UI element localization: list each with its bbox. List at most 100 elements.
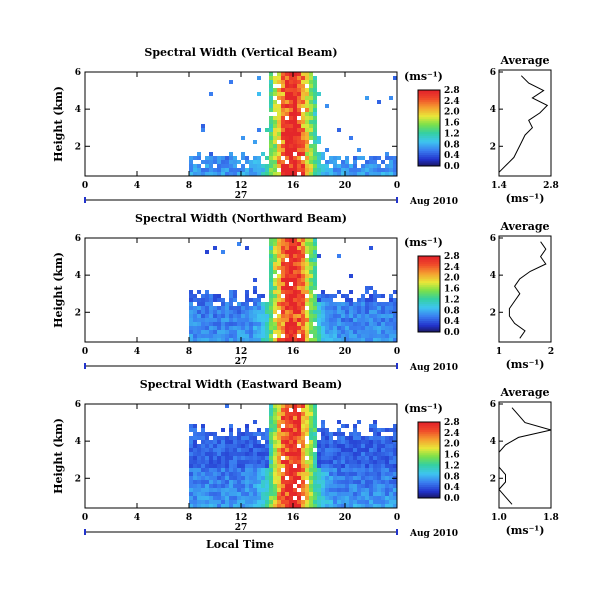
heatmap-cell bbox=[281, 476, 285, 480]
heatmap-cell bbox=[293, 420, 297, 424]
heatmap-cell bbox=[309, 412, 313, 416]
heatmap-cell bbox=[357, 338, 361, 342]
heatmap-cell bbox=[277, 416, 281, 420]
heatmap-cell bbox=[245, 314, 249, 318]
heatmap-cell bbox=[225, 452, 229, 456]
heatmap-cell bbox=[209, 322, 213, 326]
heatmap-cell bbox=[269, 242, 273, 246]
colorbar-segment bbox=[418, 309, 440, 312]
heatmap-cell bbox=[285, 338, 289, 342]
heatmap-cell bbox=[257, 476, 261, 480]
heatmap-cell bbox=[361, 156, 365, 160]
heatmap-cell bbox=[329, 326, 333, 330]
heatmap-cell bbox=[197, 318, 201, 322]
heatmap-cell bbox=[305, 148, 309, 152]
heatmap-cell bbox=[209, 476, 213, 480]
heatmap-cell bbox=[357, 298, 361, 302]
heatmap-cell bbox=[241, 492, 245, 496]
heatmap-cell bbox=[221, 488, 225, 492]
heatmap-cell bbox=[373, 318, 377, 322]
heatmap-cell bbox=[293, 282, 297, 286]
heatmap-cell bbox=[209, 456, 213, 460]
y-tick-label: 6 bbox=[75, 68, 81, 78]
heatmap-cell bbox=[305, 290, 309, 294]
heatmap-cell bbox=[309, 500, 313, 504]
heatmap-cell bbox=[305, 270, 309, 274]
heatmap-cell bbox=[317, 294, 321, 298]
heatmap-cell bbox=[309, 492, 313, 496]
heatmap-cell bbox=[309, 298, 313, 302]
heatmap-cell bbox=[277, 128, 281, 132]
heatmap-cell bbox=[285, 436, 289, 440]
heatmap-cell bbox=[345, 488, 349, 492]
heatmap-cell bbox=[217, 306, 221, 310]
heatmap-cell bbox=[301, 294, 305, 298]
heatmap-cell bbox=[345, 504, 349, 508]
heatmap-cell bbox=[349, 440, 353, 444]
colorbar-segment bbox=[418, 479, 440, 482]
heatmap-cell bbox=[345, 322, 349, 326]
heatmap-cell bbox=[249, 318, 253, 322]
heatmap-cell bbox=[385, 338, 389, 342]
heatmap-cell bbox=[393, 306, 397, 310]
heatmap-cell bbox=[209, 172, 213, 176]
heatmap-cell bbox=[289, 156, 293, 160]
heatmap-cell bbox=[365, 326, 369, 330]
heatmap-cell bbox=[361, 330, 365, 334]
heatmap-cell bbox=[217, 480, 221, 484]
heatmap-cell bbox=[269, 76, 273, 80]
heatmap-cell bbox=[221, 492, 225, 496]
heatmap-cell bbox=[305, 322, 309, 326]
colorbar-segment bbox=[418, 150, 440, 154]
heatmap-cell bbox=[281, 460, 285, 464]
heatmap-cell bbox=[305, 100, 309, 104]
heatmap-cell bbox=[269, 108, 273, 112]
heatmap-cell bbox=[305, 132, 309, 136]
y-tick-label: 2 bbox=[75, 474, 81, 484]
heatmap-cell bbox=[209, 160, 213, 164]
heatmap-cell bbox=[337, 164, 341, 168]
colorbar-segment bbox=[418, 286, 440, 289]
heatmap-cell bbox=[229, 428, 233, 432]
heatmap-cell bbox=[353, 432, 357, 436]
heatmap-cell bbox=[301, 444, 305, 448]
heatmap-cell bbox=[301, 164, 305, 168]
heatmap-cell bbox=[217, 448, 221, 452]
heatmap-cell bbox=[249, 476, 253, 480]
heatmap-cell bbox=[313, 124, 317, 128]
heatmap-cell bbox=[317, 452, 321, 456]
heatmap-cell bbox=[285, 492, 289, 496]
colorbar-segment bbox=[418, 446, 440, 449]
heatmap-cell bbox=[225, 484, 229, 488]
average-frame bbox=[498, 235, 552, 343]
heatmap-cell bbox=[241, 444, 245, 448]
heatmap-cell bbox=[245, 480, 249, 484]
heatmap-cell bbox=[289, 72, 293, 76]
heatmap-cell bbox=[221, 468, 225, 472]
heatmap-cell bbox=[317, 460, 321, 464]
heatmap-cell bbox=[257, 444, 261, 448]
heatmap-cell bbox=[281, 428, 285, 432]
heatmap-cell bbox=[385, 436, 389, 440]
heatmap-cell bbox=[225, 156, 229, 160]
heatmap-cell bbox=[305, 488, 309, 492]
heatmap-cell bbox=[229, 338, 233, 342]
heatmap-cell bbox=[353, 156, 357, 160]
heatmap-cell bbox=[245, 298, 249, 302]
heatmap-cell bbox=[273, 250, 277, 254]
heatmap-cell bbox=[385, 464, 389, 468]
heatmap-cell bbox=[285, 480, 289, 484]
heatmap-cell bbox=[253, 464, 257, 468]
heatmap-cell bbox=[377, 476, 381, 480]
heatmap-cell bbox=[285, 408, 289, 412]
heatmap-cell bbox=[281, 80, 285, 84]
heatmap-cell bbox=[381, 322, 385, 326]
heatmap-cell bbox=[277, 266, 281, 270]
y-tick-label: 4 bbox=[75, 105, 81, 115]
heatmap-cell bbox=[349, 326, 353, 330]
heatmap-cell bbox=[381, 468, 385, 472]
heatmap-cell bbox=[281, 148, 285, 152]
heatmap-cell bbox=[241, 136, 245, 140]
heatmap-cell bbox=[337, 452, 341, 456]
heatmap-cell bbox=[273, 338, 277, 342]
